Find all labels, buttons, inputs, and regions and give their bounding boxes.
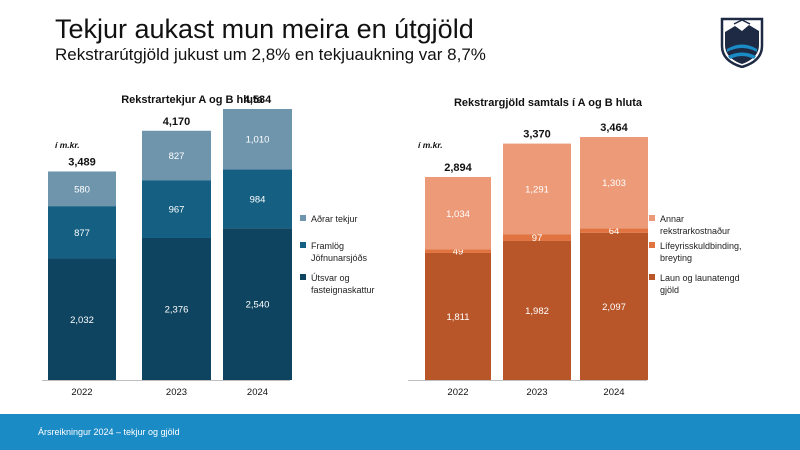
revenue-data-label-2024-s0: 2,540 [246, 300, 270, 311]
footer-bar: Ársreikningur 2024 – tekjur og gjöld [0, 414, 800, 450]
revenue-legend-label-2-1: fasteignaskattur [311, 285, 375, 295]
revenue-x-tick-2022: 2022 [71, 387, 92, 398]
expense-legend-label-2-0: Laun og launatengd [660, 273, 740, 283]
footer-text: Ársreikningur 2024 – tekjur og gjöld [38, 427, 180, 437]
expense-legend-swatch-2 [649, 274, 655, 280]
expense-x-tick-2023: 2023 [526, 387, 547, 398]
expense-total-label-2022: 2,894 [444, 162, 472, 174]
expense-unit-label: í m.kr. [418, 140, 443, 150]
revenue-legend-label-1-1: Jöfnunarsjóðs [311, 253, 368, 263]
revenue-data-label-2024-s1: 984 [250, 194, 266, 205]
revenue-legend-label-0-0: Aðrar tekjur [311, 214, 358, 224]
expense-data-label-2022-s0: 1,811 [446, 312, 469, 323]
revenue-legend-swatch-1 [300, 242, 306, 248]
expense-legend-label-0-1: rekstrarkostnaður [660, 226, 730, 236]
revenue-data-label-2022-s0: 2,032 [70, 315, 94, 326]
revenue-x-tick-2023: 2023 [166, 387, 187, 398]
expense-x-tick-2022: 2022 [447, 387, 468, 398]
revenue-data-label-2023-s1: 967 [169, 205, 185, 216]
expense-total-label-2023: 3,370 [523, 129, 551, 141]
expense-data-label-2024-s0: 2,097 [602, 302, 626, 313]
expense-legend-swatch-0 [649, 215, 655, 221]
expense-data-label-2023-s0: 1,982 [525, 306, 549, 317]
expense-legend-label-1-0: Lífeyrisskuldbinding, [660, 241, 742, 251]
expense-chart-title: Rekstrargjöld samtals í A og B hluta [454, 97, 643, 109]
expense-data-label-2024-s2: 1,303 [602, 178, 626, 189]
expense-data-label-2022-s2: 1,034 [446, 209, 470, 220]
charts-canvas: Rekstrartekjur A og B hluta í m.kr. 2,032 8… [0, 0, 800, 414]
expense-legend-swatch-1 [649, 242, 655, 248]
expense-total-label-2024: 3,464 [600, 122, 628, 134]
revenue-chart-title: Rekstrartekjur A og B hluta [121, 94, 263, 106]
revenue-total-label-2022: 3,489 [68, 156, 96, 168]
revenue-legend-swatch-0 [300, 215, 306, 221]
revenue-unit-label: í m.kr. [55, 140, 80, 150]
revenue-data-label-2022-s2: 580 [74, 184, 90, 195]
expense-x-tick-2024: 2024 [603, 387, 624, 398]
revenue-data-label-2023-s0: 2,376 [165, 304, 189, 315]
expense-legend-label-1-1: breyting [660, 253, 692, 263]
revenue-x-tick-2024: 2024 [247, 387, 268, 398]
revenue-legend-label-1-0: Framlög [311, 241, 344, 251]
expense-data-label-2023-s2: 1,291 [525, 184, 549, 195]
revenue-total-label-2023: 4,170 [163, 116, 191, 128]
revenue-legend-swatch-2 [300, 274, 306, 280]
expense-legend-label-0-0: Annar [660, 214, 684, 224]
revenue-total-label-2024: 4,534 [244, 94, 272, 106]
revenue-data-label-2024-s2: 1,010 [246, 135, 270, 146]
revenue-legend-label-2-0: Útsvar og [311, 273, 350, 283]
expense-legend-label-2-1: gjöld [660, 285, 679, 295]
revenue-data-label-2023-s2: 827 [169, 151, 185, 162]
revenue-data-label-2022-s1: 877 [74, 228, 90, 239]
expense-data-label-2023-s1: 97 [532, 233, 543, 244]
